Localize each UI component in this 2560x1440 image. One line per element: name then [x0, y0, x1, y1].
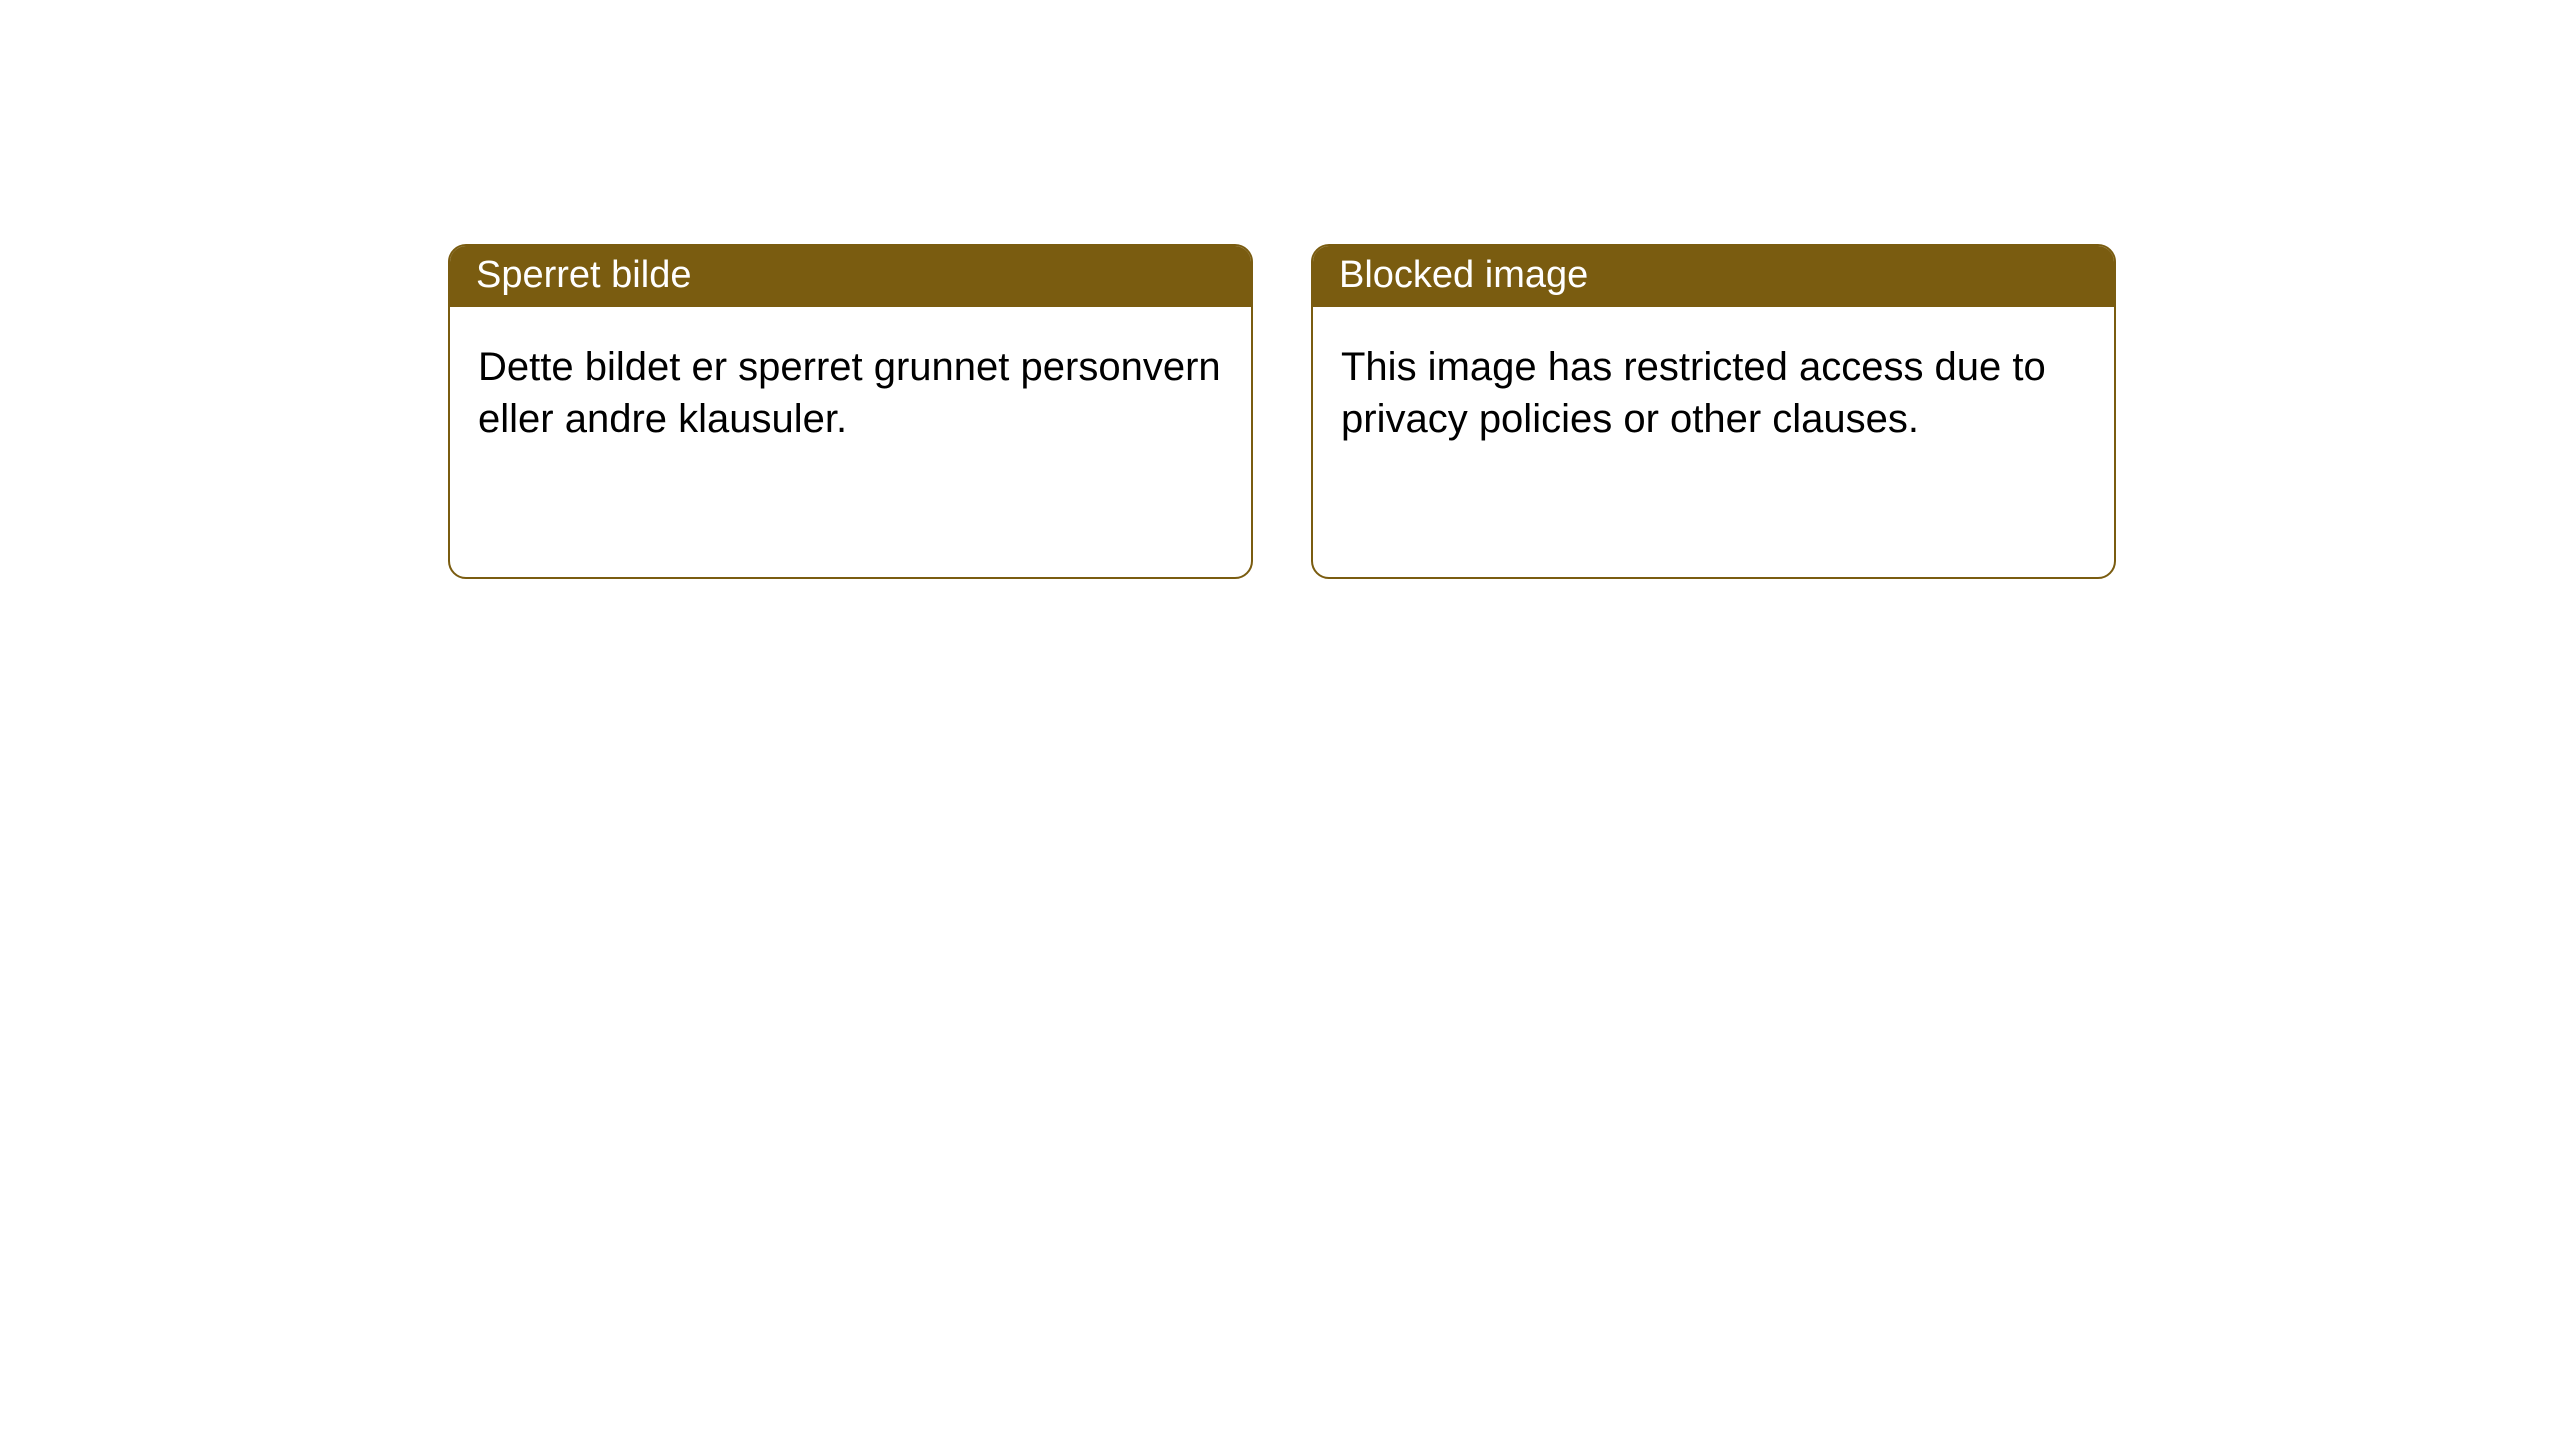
notice-container: Sperret bilde Dette bildet er sperret gr…	[0, 0, 2560, 579]
notice-body-text: Dette bildet er sperret grunnet personve…	[478, 345, 1221, 441]
notice-header: Blocked image	[1313, 246, 2114, 307]
notice-title: Sperret bilde	[476, 254, 691, 296]
notice-body: Dette bildet er sperret grunnet personve…	[450, 307, 1251, 577]
notice-card-english: Blocked image This image has restricted …	[1311, 244, 2116, 579]
notice-card-norwegian: Sperret bilde Dette bildet er sperret gr…	[448, 244, 1253, 579]
notice-title: Blocked image	[1339, 254, 1588, 296]
notice-header: Sperret bilde	[450, 246, 1251, 307]
notice-body-text: This image has restricted access due to …	[1341, 345, 2046, 441]
notice-body: This image has restricted access due to …	[1313, 307, 2114, 577]
